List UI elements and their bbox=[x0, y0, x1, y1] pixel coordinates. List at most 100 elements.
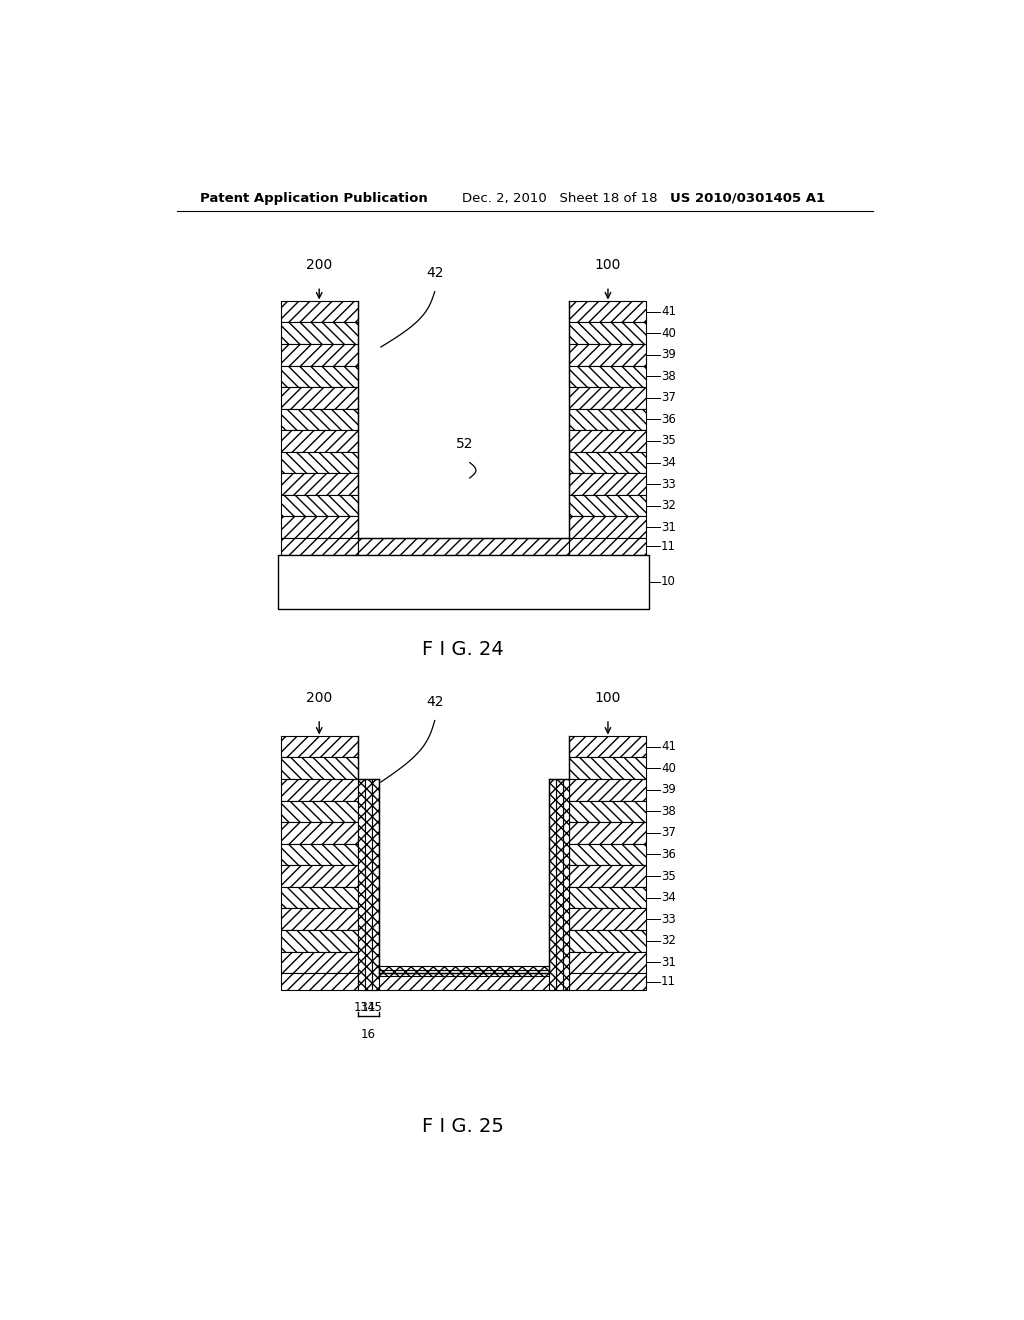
Bar bbox=[281, 929, 357, 952]
Bar bbox=[281, 887, 357, 908]
Bar bbox=[569, 908, 646, 929]
Text: 31: 31 bbox=[662, 956, 676, 969]
Text: 15: 15 bbox=[368, 1001, 383, 1014]
Bar bbox=[281, 474, 357, 495]
Bar bbox=[279, 554, 649, 609]
Bar bbox=[357, 301, 569, 539]
Bar bbox=[357, 779, 365, 990]
Bar bbox=[562, 779, 569, 990]
Text: 16: 16 bbox=[360, 1028, 376, 1041]
Bar bbox=[569, 322, 646, 345]
Bar bbox=[281, 322, 357, 345]
Bar bbox=[379, 970, 549, 973]
Bar bbox=[281, 409, 357, 430]
Bar bbox=[569, 409, 646, 430]
Bar bbox=[569, 929, 646, 952]
Bar bbox=[281, 908, 357, 929]
Text: 32: 32 bbox=[662, 935, 676, 948]
Text: 31: 31 bbox=[662, 520, 676, 533]
Bar bbox=[281, 366, 357, 387]
Bar bbox=[372, 779, 379, 990]
Text: 36: 36 bbox=[662, 413, 676, 426]
Bar bbox=[569, 800, 646, 822]
Text: 14: 14 bbox=[360, 1001, 376, 1014]
Bar bbox=[281, 822, 357, 843]
Text: 200: 200 bbox=[306, 259, 333, 272]
Bar bbox=[281, 779, 357, 800]
Text: 36: 36 bbox=[662, 847, 676, 861]
Text: 42: 42 bbox=[426, 267, 443, 280]
Text: Patent Application Publication: Patent Application Publication bbox=[200, 191, 428, 205]
Text: 35: 35 bbox=[662, 870, 676, 883]
Bar bbox=[569, 822, 646, 843]
Bar bbox=[281, 301, 357, 322]
Bar bbox=[281, 451, 357, 474]
Text: 35: 35 bbox=[662, 434, 676, 447]
Bar bbox=[281, 737, 357, 758]
Text: 38: 38 bbox=[662, 370, 676, 383]
Text: 13: 13 bbox=[353, 1001, 369, 1014]
Text: 32: 32 bbox=[662, 499, 676, 512]
Text: 34: 34 bbox=[662, 455, 676, 469]
Bar bbox=[569, 451, 646, 474]
Bar bbox=[569, 430, 646, 451]
Bar bbox=[281, 866, 357, 887]
Bar bbox=[569, 866, 646, 887]
Text: 33: 33 bbox=[662, 912, 676, 925]
Bar bbox=[569, 973, 646, 990]
Bar bbox=[281, 495, 357, 516]
Bar bbox=[569, 495, 646, 516]
Text: 33: 33 bbox=[662, 478, 676, 491]
Text: 100: 100 bbox=[595, 259, 622, 272]
Bar bbox=[357, 973, 569, 990]
Bar bbox=[281, 800, 357, 822]
Text: 52: 52 bbox=[456, 437, 473, 451]
Text: 10: 10 bbox=[662, 576, 676, 589]
Bar bbox=[357, 737, 569, 973]
Bar bbox=[281, 539, 357, 554]
Text: 40: 40 bbox=[662, 762, 676, 775]
Text: 41: 41 bbox=[662, 741, 676, 754]
Bar bbox=[569, 737, 646, 758]
Text: 11: 11 bbox=[662, 540, 676, 553]
Bar bbox=[569, 887, 646, 908]
Text: 39: 39 bbox=[662, 348, 676, 362]
Text: 200: 200 bbox=[306, 692, 333, 705]
Bar bbox=[379, 973, 549, 977]
Bar bbox=[281, 345, 357, 366]
Bar bbox=[379, 966, 549, 970]
Bar bbox=[281, 952, 357, 973]
Text: 41: 41 bbox=[662, 305, 676, 318]
Text: F I G. 25: F I G. 25 bbox=[422, 1117, 504, 1137]
Text: 37: 37 bbox=[662, 391, 676, 404]
Bar bbox=[569, 345, 646, 366]
Text: 42: 42 bbox=[426, 694, 443, 709]
Bar bbox=[281, 430, 357, 451]
Text: 11: 11 bbox=[662, 975, 676, 989]
Text: Dec. 2, 2010   Sheet 18 of 18: Dec. 2, 2010 Sheet 18 of 18 bbox=[462, 191, 657, 205]
Bar bbox=[281, 516, 357, 539]
Bar bbox=[569, 301, 646, 322]
Bar bbox=[365, 779, 372, 990]
Bar bbox=[281, 973, 357, 990]
Text: 100: 100 bbox=[595, 692, 622, 705]
Bar bbox=[569, 779, 646, 800]
Bar bbox=[357, 539, 569, 554]
Bar bbox=[569, 539, 646, 554]
Text: 38: 38 bbox=[662, 805, 676, 818]
Text: F I G. 24: F I G. 24 bbox=[422, 640, 504, 659]
Text: 37: 37 bbox=[662, 826, 676, 840]
Text: 40: 40 bbox=[662, 326, 676, 339]
Bar bbox=[549, 779, 556, 990]
Bar bbox=[569, 758, 646, 779]
Bar bbox=[281, 758, 357, 779]
Bar bbox=[569, 843, 646, 866]
Bar bbox=[556, 779, 562, 990]
Text: 34: 34 bbox=[662, 891, 676, 904]
Bar bbox=[569, 474, 646, 495]
Bar bbox=[569, 952, 646, 973]
Bar bbox=[569, 387, 646, 409]
Bar bbox=[569, 516, 646, 539]
Bar bbox=[281, 843, 357, 866]
Bar bbox=[281, 387, 357, 409]
